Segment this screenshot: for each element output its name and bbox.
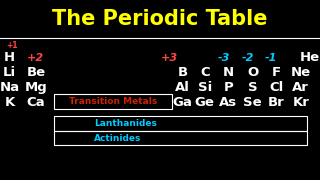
Text: F: F [272, 66, 281, 78]
Bar [54, 116, 307, 130]
Text: B: B [177, 66, 188, 78]
Text: -2: -2 [242, 53, 254, 63]
Text: Ar: Ar [292, 81, 309, 94]
Text: Transition Metals: Transition Metals [69, 97, 157, 106]
Text: P: P [224, 81, 233, 94]
Text: Li: Li [3, 66, 16, 78]
Text: He: He [300, 51, 320, 64]
Text: O: O [247, 66, 259, 78]
Text: Si: Si [198, 81, 212, 94]
Text: Actinides: Actinides [94, 134, 142, 143]
Text: -3: -3 [218, 53, 230, 63]
Text: As: As [220, 96, 237, 109]
Text: Cl: Cl [269, 81, 283, 94]
Text: +2: +2 [27, 53, 44, 63]
Text: K: K [4, 96, 15, 109]
Text: +1: +1 [6, 40, 17, 50]
Text: Al: Al [175, 81, 190, 94]
Text: Ga: Ga [172, 96, 192, 109]
Bar [54, 131, 307, 145]
Text: Se: Se [244, 96, 262, 109]
Text: Kr: Kr [292, 96, 309, 109]
Text: Ge: Ge [195, 96, 215, 109]
Text: Ne: Ne [291, 66, 311, 78]
Text: Ca: Ca [27, 96, 45, 109]
Text: Na: Na [0, 81, 20, 94]
Text: C: C [200, 66, 210, 78]
Text: Lanthanides: Lanthanides [94, 119, 157, 128]
Text: H: H [4, 51, 15, 64]
Text: S: S [248, 81, 258, 94]
Text: Mg: Mg [24, 81, 47, 94]
Bar [54, 94, 172, 109]
Text: The Periodic Table: The Periodic Table [52, 9, 268, 29]
Text: -1: -1 [265, 53, 277, 63]
Text: N: N [223, 66, 234, 78]
Text: Be: Be [26, 66, 45, 78]
Text: Br: Br [268, 96, 284, 109]
Text: +3: +3 [161, 53, 178, 63]
